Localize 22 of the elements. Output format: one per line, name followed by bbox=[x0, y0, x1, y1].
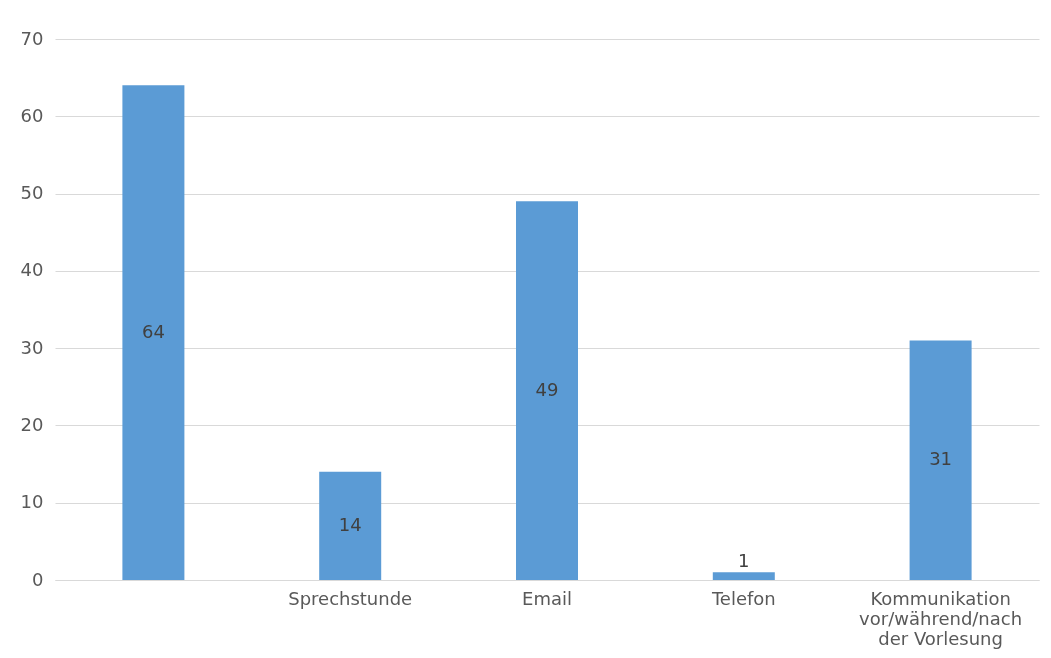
bar bbox=[319, 471, 382, 580]
x-tick-label: Kommunikation vor/während/nach der Vorlesung bbox=[859, 587, 1023, 649]
data-label: 1 bbox=[738, 550, 750, 572]
bar bbox=[712, 572, 775, 580]
bar bbox=[122, 85, 185, 580]
y-tick-label: 60 bbox=[20, 104, 44, 126]
bar bbox=[909, 340, 972, 580]
data-label: 49 bbox=[535, 378, 559, 400]
x-tick-label: Sprechstunde bbox=[288, 587, 413, 609]
y-tick-label: 70 bbox=[20, 27, 44, 49]
data-label: 64 bbox=[141, 320, 165, 342]
y-tick-label: 50 bbox=[20, 182, 44, 204]
data-label: 31 bbox=[929, 448, 953, 470]
y-tick-label: 30 bbox=[20, 336, 44, 358]
x-tick-label: Telefon bbox=[710, 587, 776, 609]
y-tick-label: 40 bbox=[20, 259, 44, 281]
data-label: 14 bbox=[338, 513, 362, 535]
y-tick-label: 10 bbox=[20, 491, 44, 513]
x-tick-label: Email bbox=[522, 587, 572, 609]
bar bbox=[516, 201, 578, 580]
y-tick-label: 0 bbox=[32, 568, 44, 590]
y-tick-label: 20 bbox=[20, 413, 44, 435]
